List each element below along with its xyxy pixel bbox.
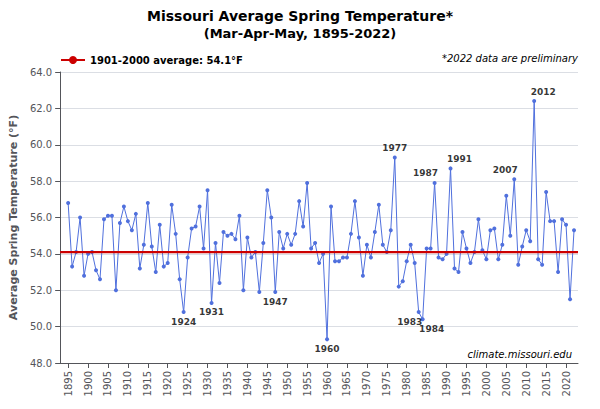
svg-text:1987: 1987: [413, 168, 438, 178]
svg-text:62.0: 62.0: [30, 103, 52, 114]
svg-text:*2022 data are preliminary: *2022 data are preliminary: [442, 53, 579, 64]
svg-text:1977: 1977: [382, 143, 407, 153]
svg-text:60.0: 60.0: [30, 139, 52, 150]
svg-text:1925: 1925: [182, 371, 193, 396]
svg-text:2007: 2007: [493, 165, 518, 175]
svg-text:1905: 1905: [102, 371, 113, 396]
svg-text:1983: 1983: [397, 316, 423, 327]
svg-text:1975: 1975: [381, 371, 392, 396]
svg-text:1990: 1990: [441, 371, 452, 396]
svg-text:52.0: 52.0: [30, 285, 52, 296]
svg-text:climate.missouri.edu: climate.missouri.edu: [468, 349, 572, 360]
svg-text:1947: 1947: [263, 297, 288, 307]
svg-text:1995: 1995: [461, 371, 472, 396]
svg-text:1895: 1895: [63, 371, 74, 396]
svg-text:1985: 1985: [421, 371, 432, 396]
svg-text:1945: 1945: [262, 371, 273, 396]
svg-text:1980: 1980: [401, 371, 412, 396]
svg-text:1965: 1965: [341, 371, 352, 396]
svg-text:64.0: 64.0: [30, 67, 52, 78]
svg-text:1931: 1931: [199, 307, 224, 317]
svg-text:1915: 1915: [142, 371, 153, 396]
svg-text:(Mar-Apr-May, 1895-2022): (Mar-Apr-May, 1895-2022): [204, 26, 397, 41]
svg-text:56.0: 56.0: [30, 212, 52, 223]
svg-text:Missouri Average Spring Temper: Missouri Average Spring Temperature*: [147, 8, 454, 24]
svg-text:2015: 2015: [541, 371, 552, 396]
svg-text:1960: 1960: [315, 344, 340, 354]
svg-text:50.0: 50.0: [30, 321, 52, 332]
svg-text:1955: 1955: [302, 371, 313, 396]
svg-text:1901-2000 average: 54.1°F: 1901-2000 average: 54.1°F: [90, 55, 243, 66]
svg-text:1940: 1940: [242, 371, 253, 396]
svg-text:1910: 1910: [122, 371, 133, 396]
svg-text:1970: 1970: [361, 371, 372, 396]
svg-text:2005: 2005: [501, 371, 512, 396]
svg-text:1960: 1960: [322, 371, 333, 396]
svg-text:1935: 1935: [222, 371, 233, 396]
svg-text:Average Spring Temperature (°F: Average Spring Temperature (°F): [7, 115, 20, 320]
svg-text:2010: 2010: [521, 371, 532, 396]
svg-text:1924: 1924: [171, 317, 196, 327]
svg-text:1991: 1991: [447, 154, 472, 164]
svg-text:1984: 1984: [419, 324, 444, 334]
svg-text:1920: 1920: [162, 371, 173, 396]
svg-text:54.0: 54.0: [30, 248, 52, 259]
svg-text:1950: 1950: [282, 371, 293, 396]
svg-text:58.0: 58.0: [30, 176, 52, 187]
svg-text:1930: 1930: [202, 371, 213, 396]
svg-text:2020: 2020: [561, 371, 572, 396]
svg-text:2000: 2000: [481, 371, 492, 396]
svg-text:1900: 1900: [83, 371, 94, 396]
svg-text:48.0: 48.0: [30, 358, 52, 369]
svg-text:2012: 2012: [531, 87, 556, 97]
